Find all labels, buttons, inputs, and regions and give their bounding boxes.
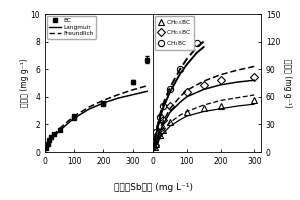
Y-axis label: 吸附量 (mg g⁻¹): 吸附量 (mg g⁻¹): [20, 59, 29, 107]
Text: 溶液中Sb含量 (mg L⁻¹): 溶液中Sb含量 (mg L⁻¹): [113, 184, 193, 192]
Legend: CH$_{0.5}$BC, CH$_{0.5}$BC, CH$_{1}$BC: CH$_{0.5}$BC, CH$_{0.5}$BC, CH$_{1}$BC: [155, 16, 194, 50]
Legend: BC, Langmuir, Freundlich: BC, Langmuir, Freundlich: [47, 16, 96, 39]
Y-axis label: 吸附量 (mg g⁻¹): 吸附量 (mg g⁻¹): [283, 59, 292, 107]
